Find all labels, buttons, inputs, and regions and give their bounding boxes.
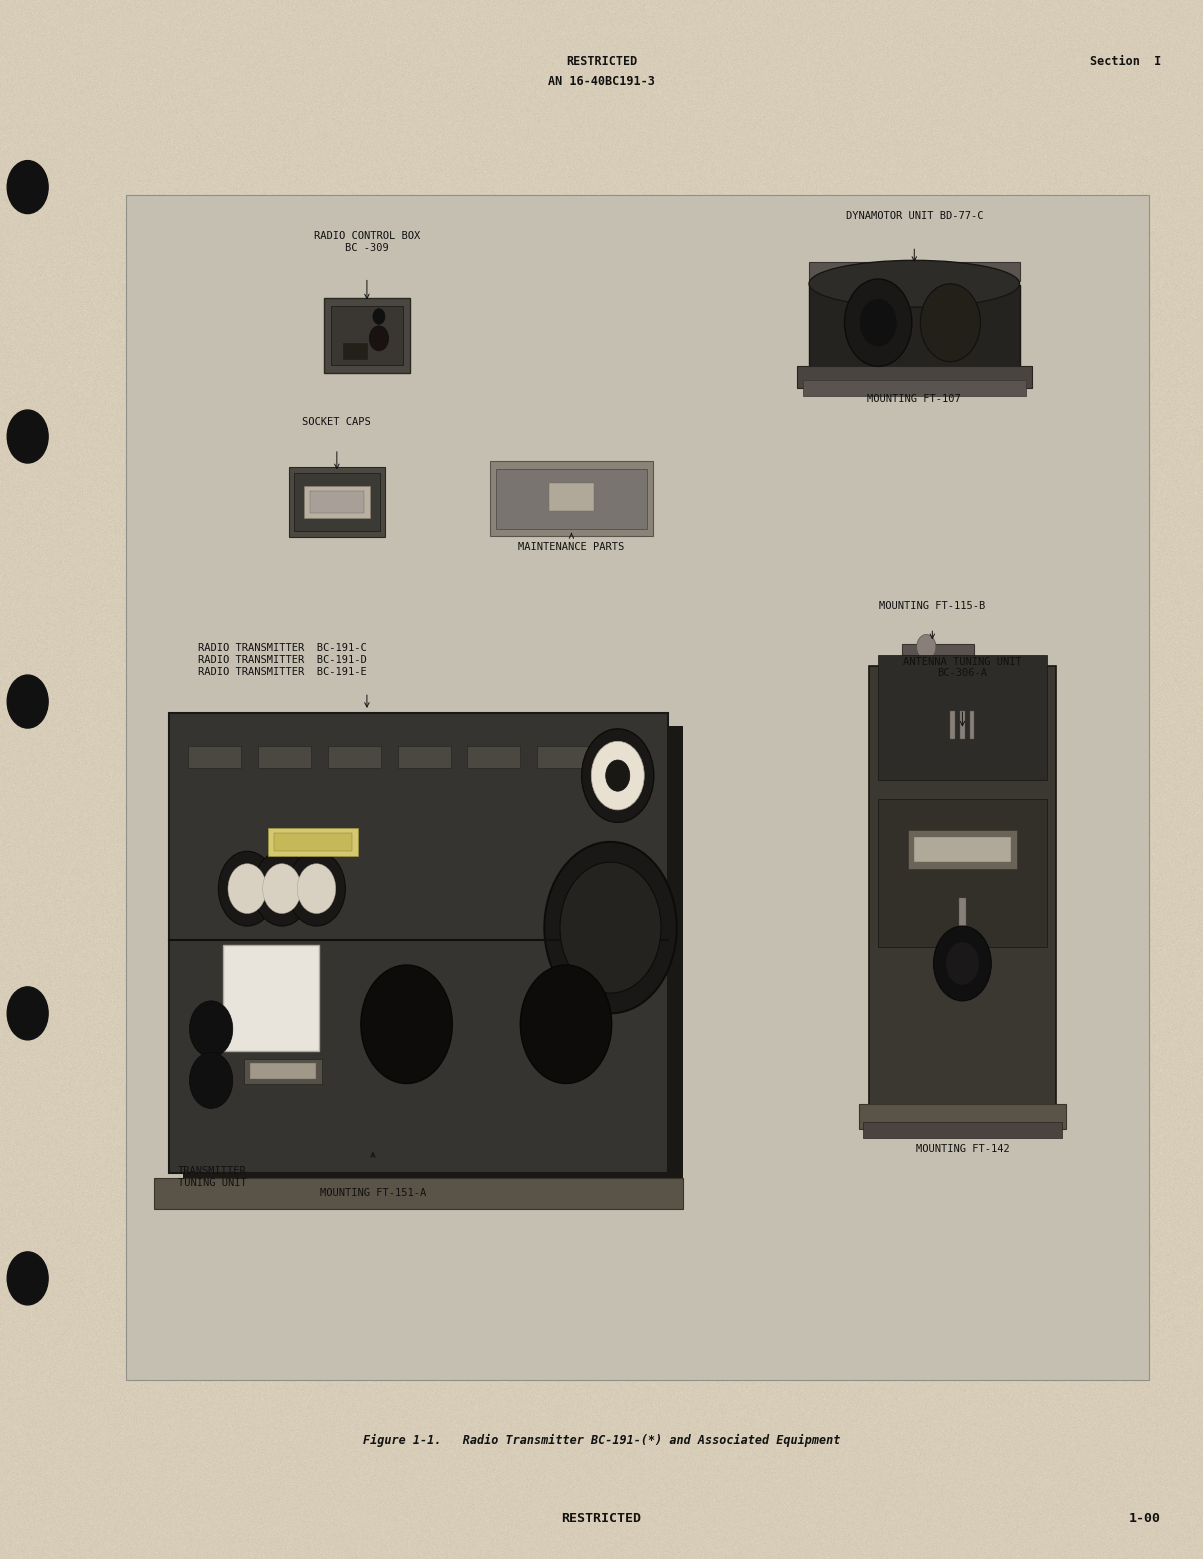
Circle shape — [7, 1252, 48, 1305]
Text: 1-00: 1-00 — [1128, 1512, 1161, 1525]
Bar — [467, 747, 520, 769]
Bar — [188, 747, 241, 769]
Bar — [289, 468, 385, 536]
Circle shape — [219, 851, 277, 926]
Text: Section  I: Section I — [1090, 55, 1161, 67]
Bar — [327, 747, 380, 769]
Circle shape — [845, 279, 912, 366]
Bar — [324, 298, 410, 373]
Bar — [796, 366, 1032, 388]
Text: MOUNTING FT-107: MOUNTING FT-107 — [867, 394, 961, 404]
Circle shape — [361, 965, 452, 1084]
Circle shape — [592, 742, 645, 811]
Bar — [902, 644, 974, 663]
Circle shape — [7, 675, 48, 728]
Circle shape — [934, 926, 991, 1001]
Circle shape — [917, 635, 936, 659]
Bar — [310, 491, 365, 513]
Text: ANTENNA TUNING UNIT
BC-306-A: ANTENNA TUNING UNIT BC-306-A — [903, 656, 1021, 678]
Ellipse shape — [808, 260, 1020, 307]
Bar — [804, 380, 1025, 396]
Circle shape — [297, 864, 336, 914]
Text: Figure 1-1.   Radio Transmitter BC-191-(*) and Associated Equipment: Figure 1-1. Radio Transmitter BC-191-(*)… — [363, 1434, 840, 1447]
Bar — [496, 469, 647, 529]
Circle shape — [369, 326, 389, 351]
Circle shape — [559, 862, 660, 993]
Bar — [960, 711, 965, 739]
Circle shape — [606, 761, 630, 792]
Bar — [250, 1063, 316, 1079]
Bar — [154, 1179, 683, 1210]
Bar — [244, 1059, 322, 1084]
Bar — [549, 483, 594, 511]
Circle shape — [946, 942, 979, 985]
Bar — [959, 898, 966, 926]
Circle shape — [544, 842, 676, 1013]
Bar — [878, 655, 1047, 780]
Bar — [294, 472, 380, 530]
Circle shape — [229, 864, 267, 914]
Bar — [303, 486, 371, 518]
Text: RADIO CONTROL BOX
BC -309: RADIO CONTROL BOX BC -309 — [314, 231, 420, 253]
Bar — [808, 284, 1019, 369]
Bar — [168, 714, 669, 1172]
Bar — [914, 837, 1011, 862]
Bar — [808, 262, 1019, 281]
Bar — [908, 829, 1017, 870]
Bar — [859, 1104, 1066, 1129]
Text: DYNAMOTOR UNIT BD-77-C: DYNAMOTOR UNIT BD-77-C — [846, 212, 983, 221]
Text: MOUNTING FT-142: MOUNTING FT-142 — [915, 1144, 1009, 1154]
Bar — [878, 798, 1047, 946]
Circle shape — [520, 965, 612, 1084]
Bar — [331, 306, 403, 365]
Bar — [950, 711, 955, 739]
Bar — [970, 711, 974, 739]
Circle shape — [190, 1001, 233, 1057]
Bar — [397, 747, 450, 769]
Bar — [183, 726, 683, 1185]
Circle shape — [190, 1052, 233, 1108]
Circle shape — [582, 730, 654, 823]
Circle shape — [7, 161, 48, 214]
Text: TRANSMITTER
TUNING UNIT: TRANSMITTER TUNING UNIT — [178, 1166, 247, 1188]
Bar — [257, 747, 310, 769]
Bar — [223, 945, 319, 1051]
Text: MAINTENANCE PARTS: MAINTENANCE PARTS — [518, 543, 624, 552]
Text: SOCKET CAPS: SOCKET CAPS — [302, 418, 372, 427]
Circle shape — [253, 851, 310, 926]
Bar — [491, 461, 652, 536]
Text: AN 16-40BC191-3: AN 16-40BC191-3 — [549, 75, 654, 87]
Text: RESTRICTED: RESTRICTED — [562, 1512, 641, 1525]
Bar — [869, 667, 1056, 1110]
Bar — [274, 833, 352, 851]
Bar — [537, 747, 591, 769]
Circle shape — [373, 309, 385, 324]
Circle shape — [7, 987, 48, 1040]
Bar — [268, 828, 358, 856]
Bar — [343, 343, 367, 359]
Bar — [864, 1122, 1062, 1138]
Circle shape — [262, 864, 301, 914]
Circle shape — [860, 299, 896, 346]
Text: RADIO TRANSMITTER  BC-191-C
RADIO TRANSMITTER  BC-191-D
RADIO TRANSMITTER  BC-19: RADIO TRANSMITTER BC-191-C RADIO TRANSMI… — [198, 644, 367, 677]
Circle shape — [7, 410, 48, 463]
Circle shape — [288, 851, 345, 926]
Text: MOUNTING FT-115-B: MOUNTING FT-115-B — [879, 602, 985, 611]
Text: RESTRICTED: RESTRICTED — [565, 55, 638, 67]
Circle shape — [920, 284, 980, 362]
Bar — [126, 195, 1149, 1380]
Text: MOUNTING FT-151-A: MOUNTING FT-151-A — [320, 1188, 426, 1197]
